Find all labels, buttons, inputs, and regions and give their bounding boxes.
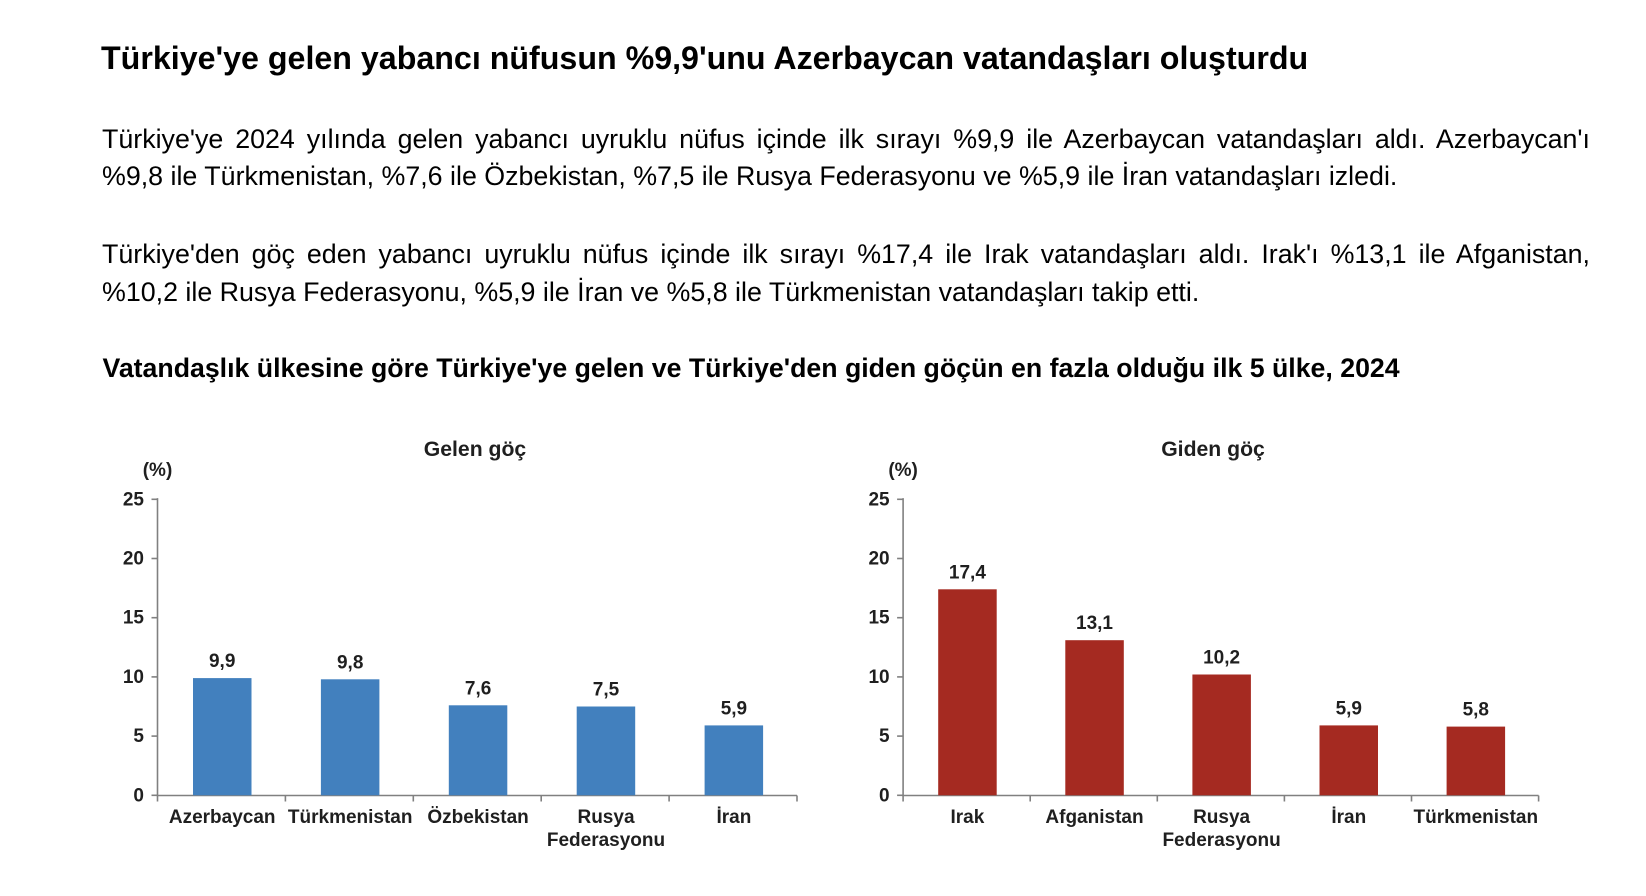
svg-text:10: 10 (868, 667, 889, 688)
svg-text:Rusya: Rusya (577, 807, 634, 828)
svg-text:Federasyonu: Federasyonu (547, 830, 665, 851)
svg-text:7,6: 7,6 (465, 678, 491, 699)
svg-text:Özbekistan: Özbekistan (427, 807, 528, 828)
svg-text:İran: İran (1331, 807, 1366, 828)
svg-text:(%): (%) (888, 460, 918, 481)
svg-text:7,5: 7,5 (593, 680, 620, 701)
svg-text:13,1: 13,1 (1076, 613, 1113, 634)
svg-text:5,8: 5,8 (1463, 700, 1489, 721)
svg-text:Giden göç: Giden göç (1161, 438, 1265, 461)
svg-text:Gelen göç: Gelen göç (424, 438, 527, 461)
svg-text:Türkmenistan: Türkmenistan (1414, 807, 1539, 828)
svg-text:9,8: 9,8 (337, 652, 363, 673)
svg-text:0: 0 (133, 785, 144, 806)
svg-text:17,4: 17,4 (949, 562, 986, 583)
svg-text:9,9: 9,9 (209, 651, 235, 672)
svg-text:Afganistan: Afganistan (1045, 807, 1143, 828)
svg-text:20: 20 (123, 549, 144, 570)
svg-text:10,2: 10,2 (1203, 648, 1240, 669)
svg-text:20: 20 (868, 549, 889, 570)
svg-text:Irak: Irak (950, 807, 984, 828)
svg-text:Rusya: Rusya (1193, 807, 1250, 828)
svg-text:5,9: 5,9 (721, 698, 747, 719)
svg-text:Azerbaycan: Azerbaycan (169, 807, 276, 828)
svg-text:15: 15 (123, 608, 145, 629)
svg-text:5: 5 (133, 726, 144, 747)
svg-text:5: 5 (879, 726, 890, 747)
svg-text:(%): (%) (143, 460, 173, 481)
svg-text:İran: İran (716, 807, 751, 828)
svg-text:25: 25 (868, 489, 890, 510)
svg-text:0: 0 (879, 785, 890, 806)
svg-text:25: 25 (123, 489, 145, 510)
svg-text:Türkmenistan: Türkmenistan (288, 807, 413, 828)
svg-text:10: 10 (123, 667, 144, 688)
svg-text:15: 15 (868, 608, 890, 629)
svg-text:Federasyonu: Federasyonu (1162, 830, 1280, 851)
svg-text:5,9: 5,9 (1336, 698, 1362, 719)
